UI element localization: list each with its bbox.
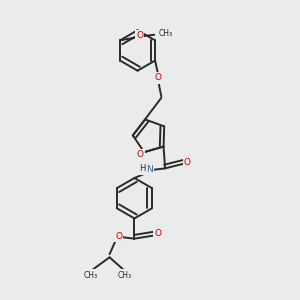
Text: O: O (184, 158, 191, 167)
Text: N: N (146, 165, 153, 174)
Text: O: O (136, 31, 143, 40)
Text: CH₃: CH₃ (158, 29, 172, 38)
Text: O: O (115, 232, 122, 241)
Text: CH₃: CH₃ (118, 271, 132, 280)
Text: O: O (137, 150, 144, 159)
Text: CH₃: CH₃ (84, 271, 98, 280)
Text: H: H (139, 164, 146, 173)
Text: O: O (154, 230, 161, 238)
Text: O: O (155, 73, 162, 82)
